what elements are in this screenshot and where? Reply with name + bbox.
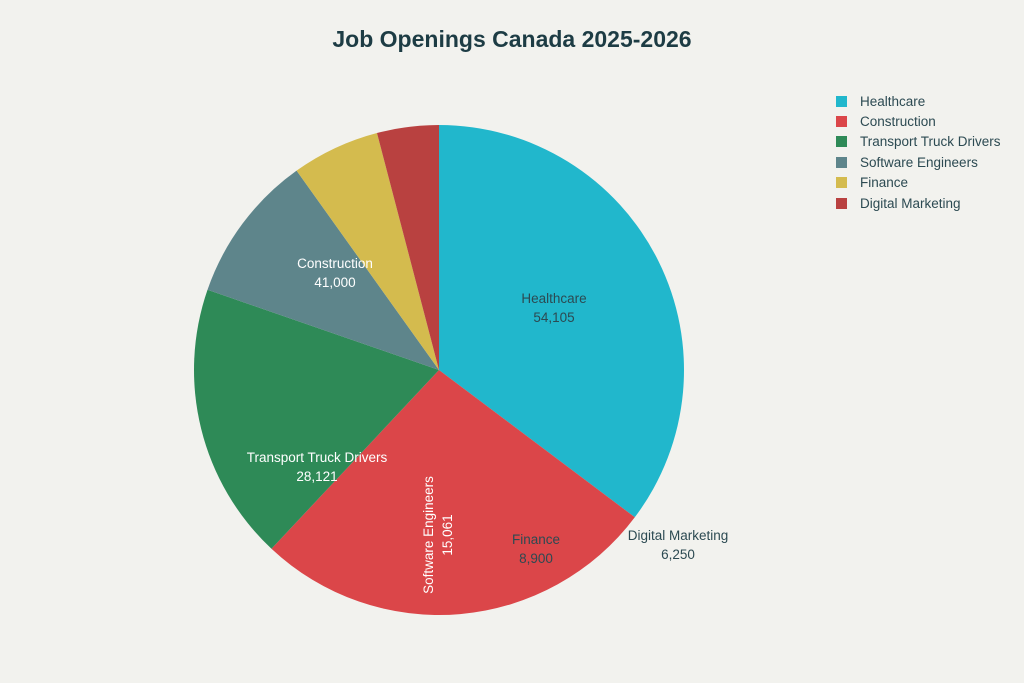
legend-swatch-icon xyxy=(836,95,847,107)
svg-text:15,061: 15,061 xyxy=(440,514,455,555)
slice-label: Finance 8,900 xyxy=(512,532,560,566)
slice-label: Software Engineers 15,061 xyxy=(421,476,455,594)
svg-text:6,250: 6,250 xyxy=(661,547,695,562)
pie-slice-digital-marketing[interactable] xyxy=(376,125,439,370)
svg-text:8,900: 8,900 xyxy=(519,551,553,566)
svg-text:28,121: 28,121 xyxy=(296,469,337,484)
svg-text:Digital Marketing: Digital Marketing xyxy=(628,528,729,543)
legend-swatch-icon xyxy=(836,197,847,209)
legend-swatch-icon xyxy=(836,177,847,189)
svg-text:Transport Truck Drivers: Transport Truck Drivers xyxy=(247,450,388,465)
pie-slice-finance[interactable] xyxy=(296,132,439,370)
legend-label: Transport Truck Drivers xyxy=(860,134,1001,150)
legend-label: Software Engineers xyxy=(860,154,978,170)
svg-text:Software Engineers: Software Engineers xyxy=(421,476,436,594)
legend-swatch-icon xyxy=(836,136,847,148)
svg-text:Construction: Construction xyxy=(297,256,373,271)
pie-slice-transport-truck-drivers[interactable] xyxy=(193,289,439,549)
legend-item-software-engineers[interactable]: Software Engineers xyxy=(836,152,1001,172)
legend-swatch-icon xyxy=(836,116,847,128)
svg-text:41,000: 41,000 xyxy=(314,275,355,290)
pie-slice-software-engineers[interactable] xyxy=(207,170,439,370)
slice-label: Digital Marketing 6,250 xyxy=(628,528,729,562)
slice-label: Construction 41,000 xyxy=(297,256,373,290)
chart-title: Job Openings Canada 2025-2026 xyxy=(332,26,692,52)
legend-item-construction[interactable]: Construction xyxy=(836,111,1001,131)
legend: Healthcare Construction Transport Truck … xyxy=(836,91,1001,213)
legend-label: Healthcare xyxy=(860,93,926,109)
legend-swatch-icon xyxy=(836,156,847,168)
legend-item-transport-truck-drivers[interactable]: Transport Truck Drivers xyxy=(836,132,1001,152)
pie-slice-healthcare[interactable] xyxy=(439,125,684,518)
svg-text:Finance: Finance xyxy=(512,532,560,547)
slice-label: Transport Truck Drivers 28,121 xyxy=(247,450,388,484)
svg-text:Healthcare: Healthcare xyxy=(521,291,586,306)
legend-label: Construction xyxy=(860,114,936,130)
legend-item-digital-marketing[interactable]: Digital Marketing xyxy=(836,193,1001,213)
slice-label: Healthcare 54,105 xyxy=(521,291,586,325)
legend-item-finance[interactable]: Finance xyxy=(836,173,1001,193)
svg-text:54,105: 54,105 xyxy=(533,310,574,325)
legend-label: Digital Marketing xyxy=(860,195,961,211)
legend-label: Finance xyxy=(860,175,909,191)
pie-slice-construction[interactable] xyxy=(271,370,635,615)
legend-item-healthcare[interactable]: Healthcare xyxy=(836,91,1001,111)
